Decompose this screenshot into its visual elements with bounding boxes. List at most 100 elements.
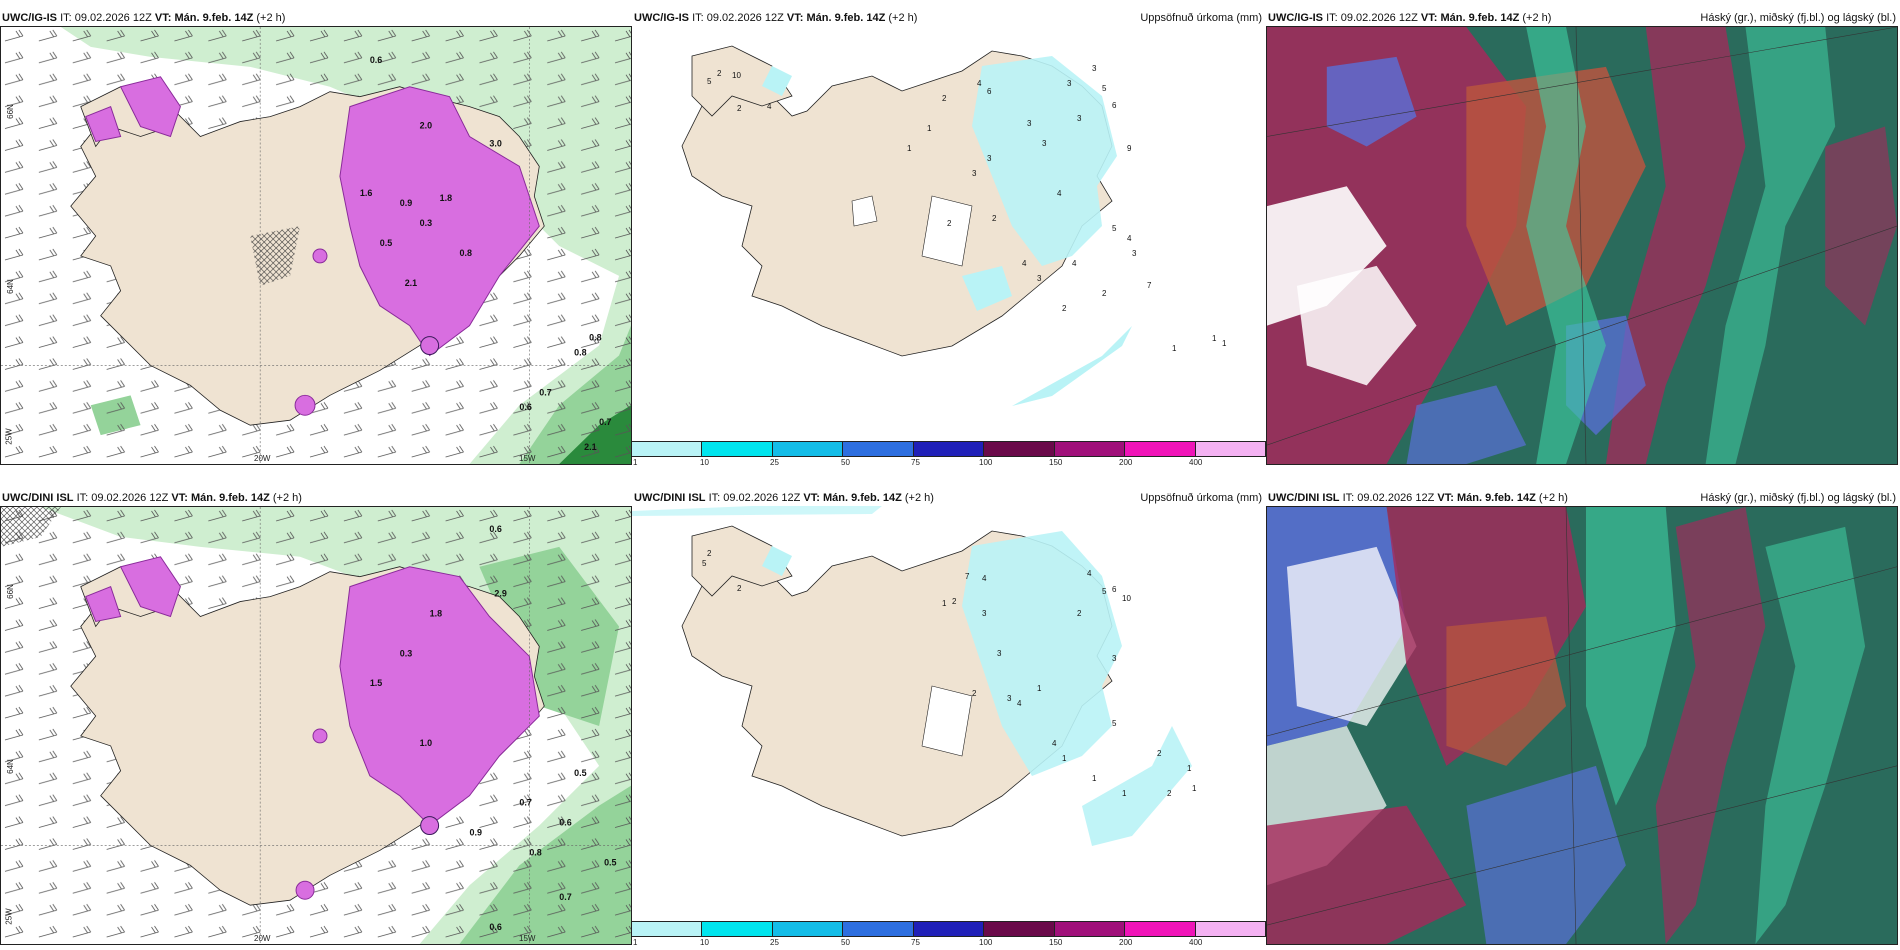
precip-label: 4: [1022, 259, 1027, 268]
legend-swatch: [1054, 922, 1126, 936]
panel-title: UWC/IG-IS IT: 09.02.2026 12Z VT: Mán. 9.…: [2, 12, 286, 24]
map-frame[interactable]: [1266, 26, 1898, 465]
lon-label: 15W: [519, 454, 536, 463]
model-name: UWC/IG-IS: [2, 12, 57, 24]
precip-label: 1: [1122, 789, 1127, 798]
lat-label: 66N: [5, 584, 15, 599]
valid-time: Mán. 9.feb. 14Z: [174, 12, 254, 24]
precip-label: 3: [987, 154, 992, 163]
precip-value-labels: 2 5 2 1 2 4 7 3 3 4 5 6 2 2 3 4 1 10 3 4: [702, 549, 1197, 798]
precip-label: 4: [1127, 234, 1132, 243]
precip-label: 4: [1072, 259, 1077, 268]
lead-time: (+2 h): [272, 492, 302, 504]
precip-label: 2: [1062, 304, 1067, 313]
precip-label: 2: [1167, 789, 1172, 798]
legend-tick: 150: [1049, 938, 1063, 947]
precip-label: 5: [702, 559, 707, 568]
precip-label: 7: [965, 572, 970, 581]
legend-swatch: [772, 922, 844, 936]
precip-label: 2: [1077, 609, 1082, 618]
precip-label: 2: [707, 549, 712, 558]
map-frame[interactable]: 2 5 2 1 2 4 7 3 3 4 5 6 2 2 3 4 1 10 3 4: [632, 506, 1266, 921]
precip-label: 5: [1102, 587, 1107, 596]
legend-tick: 200: [1119, 458, 1133, 467]
precip-label: 9: [1127, 144, 1132, 153]
precip-label: 5: [1112, 719, 1117, 728]
precip-value-labels: 2 5 10 2 4 4 6 2 3 1 1 3 4 3 3 5 6 9 3 3: [707, 64, 1227, 353]
snow-label: 1.8: [430, 609, 442, 619]
model-name: UWC/IG-IS: [634, 12, 689, 24]
precip-label: 4: [767, 102, 772, 111]
lon-label: 25W: [4, 908, 14, 925]
panel-top-clouds: UWC/IG-IS IT: 09.02.2026 12Z VT: Mán. 9.…: [1266, 10, 1900, 465]
snow-label: 1.0: [420, 738, 432, 748]
precip-label: 1: [927, 124, 932, 133]
snow-label: 2.1: [405, 278, 417, 288]
snow-label: 0.6: [370, 55, 382, 65]
precip-label: 2: [737, 104, 742, 113]
precip-label: 4: [977, 79, 982, 88]
map-frame[interactable]: [1266, 506, 1898, 945]
init-time: 09.02.2026 12Z: [91, 492, 169, 504]
lon-label: 15W: [519, 934, 536, 943]
map-frame[interactable]: 0.6 1.8 2.9 0.5 1.5 1.0 0.3 0.9 0.7 0.6 …: [0, 506, 632, 945]
snow-label: 0.6: [559, 818, 571, 828]
legend-swatch: [1125, 922, 1196, 936]
panel-bottom-snow-wind: UWC/DINI ISL IT: 09.02.2026 12Z VT: Mán.…: [0, 490, 632, 945]
precip-label: 4: [1087, 569, 1092, 578]
legend-swatch: [632, 922, 703, 936]
model-name: UWC/IG-IS: [1268, 12, 1323, 24]
precip-label: 4: [982, 574, 987, 583]
precip-label: 10: [1122, 594, 1131, 603]
panel-title: UWC/DINI ISL IT: 09.02.2026 12Z VT: Mán.…: [1268, 492, 1896, 504]
lon-label: 20W: [254, 454, 271, 463]
legend-swatch: [1195, 922, 1266, 936]
lead-time: (+2 h): [1538, 492, 1568, 504]
map-frame[interactable]: 0.6 2.0 1.8 3.0 0.8 0.9 1.6 0.5 2.1 0.3 …: [0, 26, 632, 465]
snow-label: 0.9: [470, 828, 482, 838]
valid-time: Mán. 9.feb. 14Z: [1456, 492, 1536, 504]
snow-label: 2.0: [420, 121, 432, 131]
model-name: UWC/DINI ISL: [1268, 492, 1340, 504]
legend-swatch: [843, 442, 914, 456]
legend-tick: 1: [633, 458, 638, 467]
precip-label: 2: [1157, 749, 1162, 758]
precip-label: 3: [1092, 64, 1097, 73]
snow-value-labels: 0.6 2.0 1.8 3.0 0.8 0.9 1.6 0.5 2.1 0.3 …: [360, 55, 612, 452]
snow-label: 2.1: [584, 442, 596, 452]
panel-bottom-precip: UWC/DINI ISL IT: 09.02.2026 12Z VT: Mán.…: [632, 490, 1266, 947]
precip-label: 10: [732, 71, 741, 80]
precip-label: 3: [1027, 119, 1032, 128]
legend-swatch: [843, 922, 914, 936]
precip-label: 3: [1112, 654, 1117, 663]
snow-label: 0.3: [420, 218, 432, 228]
snow-label: 1.5: [370, 678, 382, 688]
precip-label: 6: [1112, 101, 1117, 110]
map-frame[interactable]: 2 5 10 2 4 4 6 2 3 1 1 3 4 3 3 5 6 9 3 3: [632, 26, 1266, 441]
legend-tick: 10: [700, 938, 709, 947]
precip-label: 1: [1037, 684, 1042, 693]
legend-tick: 25: [770, 458, 779, 467]
legend-tick: 50: [841, 938, 850, 947]
precip-label: 1: [1172, 344, 1177, 353]
snow-label: 0.8: [529, 847, 541, 857]
precip-label: 1: [1212, 334, 1217, 343]
cloud-map: [1267, 27, 1897, 464]
lead-time: (+2 h): [888, 12, 918, 24]
lon-label: 25W: [4, 428, 14, 445]
legend-swatch: [1195, 442, 1266, 456]
snow-wind-map: 0.6 1.8 2.9 0.5 1.5 1.0 0.3 0.9 0.7 0.6 …: [1, 507, 631, 944]
precip-label: 1: [907, 144, 912, 153]
init-time: 09.02.2026 12Z: [1340, 12, 1418, 24]
precip-map: 2 5 10 2 4 4 6 2 3 1 1 3 4 3 3 5 6 9 3 3: [632, 26, 1266, 441]
legend-tick: 100: [979, 938, 993, 947]
legend-tick: 100: [979, 458, 993, 467]
precip-label: 5: [1102, 84, 1107, 93]
snow-label: 0.5: [574, 768, 586, 778]
legend-tick: 150: [1049, 458, 1063, 467]
precip-label: 2: [737, 584, 742, 593]
legend-swatch: [1054, 442, 1126, 456]
precip-label: 1: [942, 599, 947, 608]
snow-label: 0.7: [599, 417, 611, 427]
precip-label: 3: [972, 169, 977, 178]
